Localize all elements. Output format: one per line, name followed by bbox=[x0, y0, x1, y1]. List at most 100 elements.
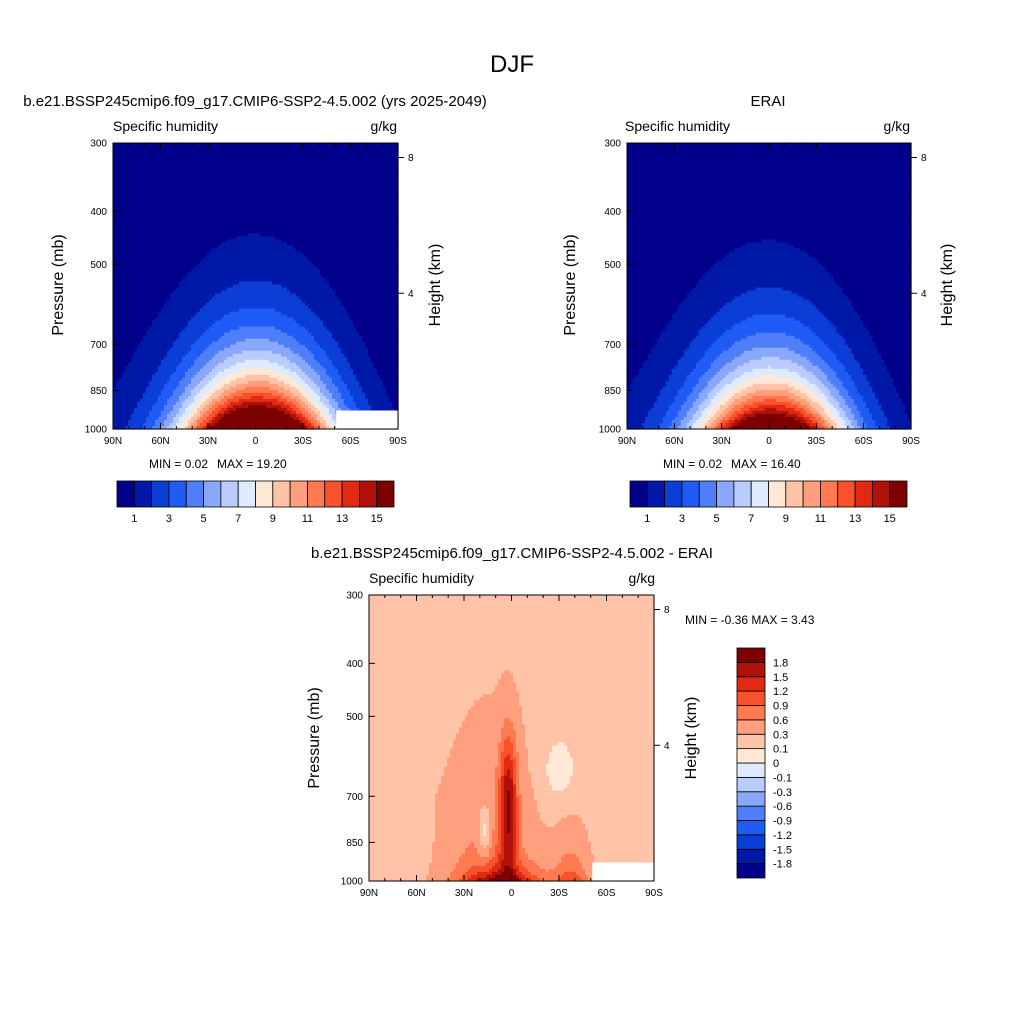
contour-cell bbox=[480, 823, 484, 828]
contour-cell bbox=[537, 862, 559, 867]
contour-cell bbox=[800, 248, 912, 252]
contour-cell bbox=[710, 365, 724, 370]
contour-cell bbox=[752, 314, 787, 319]
contour-cell bbox=[731, 413, 739, 418]
contour-cell bbox=[206, 254, 306, 258]
contour-cell bbox=[197, 401, 204, 406]
contour-cell bbox=[564, 742, 655, 747]
contour-cell bbox=[516, 859, 523, 864]
contour-cell bbox=[323, 416, 330, 421]
contour-cell bbox=[752, 347, 790, 352]
contour-cell bbox=[519, 865, 526, 870]
contour-cell bbox=[281, 239, 399, 243]
contour-cell bbox=[872, 386, 897, 391]
contour-cell bbox=[812, 371, 825, 376]
contour-cell bbox=[716, 401, 727, 406]
contour-cell bbox=[519, 850, 526, 855]
contour-cell bbox=[314, 416, 318, 421]
contour-cell bbox=[200, 353, 216, 358]
contour-cell bbox=[369, 700, 475, 704]
contour-cell bbox=[722, 419, 730, 424]
contour-cell bbox=[164, 404, 174, 409]
contour-cell bbox=[209, 380, 219, 385]
contour-cell bbox=[308, 362, 321, 367]
contour-cell bbox=[335, 383, 348, 388]
contour-cell bbox=[113, 209, 399, 213]
contour-cell bbox=[125, 368, 159, 373]
contour-cell bbox=[113, 296, 171, 301]
contour-cell bbox=[504, 670, 511, 674]
contour-cell bbox=[854, 416, 864, 421]
contour-cell bbox=[701, 374, 715, 379]
contour-cell bbox=[513, 805, 517, 810]
panel-difference-units: g/kg bbox=[629, 570, 655, 586]
contour-cell bbox=[369, 796, 436, 801]
contour-cell bbox=[824, 341, 846, 346]
contour-cell bbox=[845, 398, 855, 403]
colorbar-box bbox=[802, 480, 821, 508]
contour-cell bbox=[293, 377, 303, 382]
contour-cell bbox=[824, 314, 861, 319]
contour-cell bbox=[510, 754, 514, 759]
contour-cell bbox=[326, 383, 336, 388]
contour-cell bbox=[230, 380, 249, 385]
contour-cell bbox=[830, 347, 852, 352]
contour-cell bbox=[332, 359, 348, 364]
contour-cell bbox=[369, 649, 655, 653]
contour-cell bbox=[320, 398, 330, 403]
contour-cell bbox=[146, 332, 180, 337]
contour-cell bbox=[567, 814, 580, 819]
contour-cell bbox=[875, 419, 888, 424]
contour-cell bbox=[113, 182, 399, 186]
contour-cell bbox=[740, 245, 796, 249]
contour-cell bbox=[197, 311, 231, 316]
contour-cell bbox=[369, 847, 433, 852]
contour-cell bbox=[701, 413, 709, 418]
contour-cell bbox=[504, 814, 508, 819]
contour-cell bbox=[369, 745, 454, 750]
contour-cell bbox=[338, 386, 348, 391]
contour-cell bbox=[755, 413, 787, 418]
contour-cell bbox=[707, 392, 718, 397]
y-tick-label: 850 bbox=[346, 838, 363, 849]
contour-cell bbox=[498, 787, 502, 792]
contour-cell bbox=[495, 793, 499, 798]
panel-model-colorbar: 1 3 5 7 9 11 13 15 bbox=[116, 480, 395, 525]
contour-cell bbox=[519, 805, 523, 810]
contour-cell bbox=[704, 398, 712, 403]
contour-cell bbox=[188, 413, 195, 418]
contour-cell bbox=[483, 829, 487, 834]
contour-cell bbox=[320, 269, 399, 274]
contour-cell bbox=[854, 401, 867, 406]
panel-model-y2label: Height (km) bbox=[427, 244, 444, 327]
colorbar-label: 1.5 bbox=[773, 672, 788, 684]
contour-cell bbox=[501, 841, 505, 846]
contour-cell bbox=[698, 380, 709, 385]
contour-cell bbox=[857, 422, 867, 427]
contour-cell bbox=[113, 407, 135, 412]
contour-cell bbox=[842, 416, 849, 421]
contour-cell bbox=[290, 290, 336, 295]
contour-cell bbox=[510, 823, 514, 828]
contour-cell bbox=[323, 401, 330, 406]
contour-cell bbox=[200, 422, 207, 427]
contour-cell bbox=[695, 365, 712, 370]
contour-cell bbox=[668, 320, 709, 325]
contour-cell bbox=[158, 365, 177, 370]
contour-cell bbox=[179, 362, 195, 367]
contour-cell bbox=[519, 829, 523, 834]
contour-cell bbox=[824, 410, 831, 415]
contour-cell bbox=[284, 380, 297, 385]
contour-cell bbox=[332, 332, 360, 337]
contour-cell bbox=[221, 398, 228, 403]
contour-cell bbox=[671, 317, 712, 322]
contour-cell bbox=[179, 383, 189, 388]
contour-cell bbox=[851, 350, 879, 355]
contour-cell bbox=[564, 871, 577, 876]
contour-cell bbox=[263, 395, 282, 400]
contour-cell bbox=[158, 416, 168, 421]
contour-cell bbox=[269, 374, 288, 379]
contour-cell bbox=[281, 371, 297, 376]
contour-cell bbox=[323, 410, 330, 415]
